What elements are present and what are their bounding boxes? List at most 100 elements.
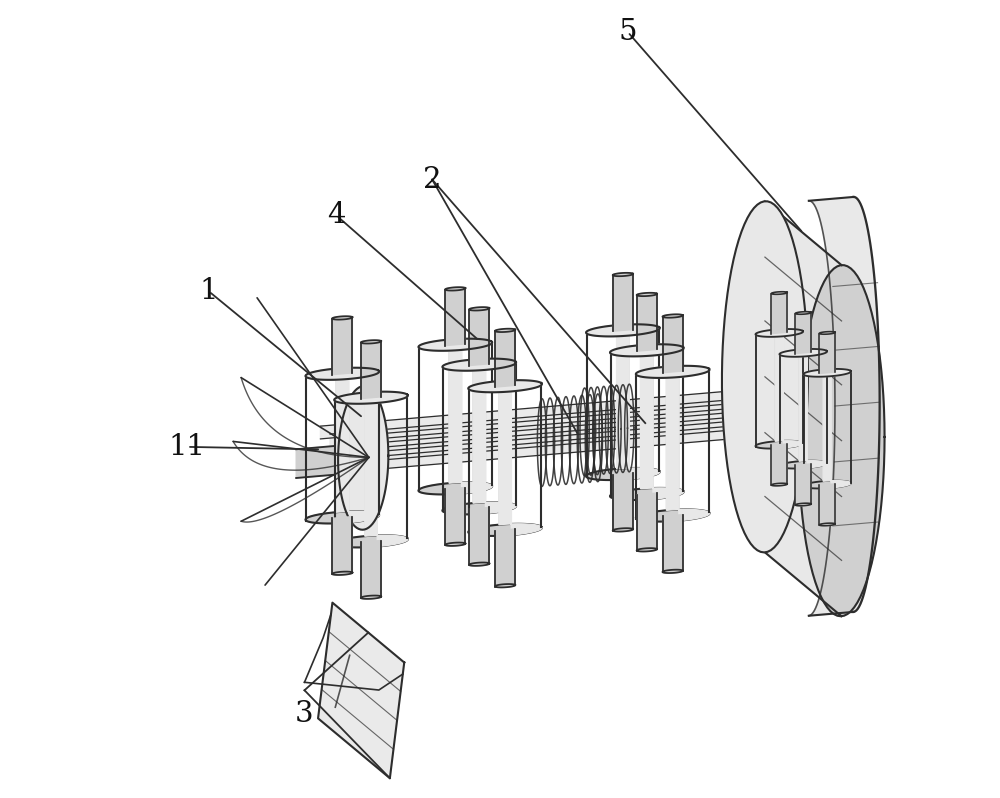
Polygon shape [779, 350, 807, 468]
Polygon shape [637, 548, 657, 551]
Polygon shape [799, 349, 827, 468]
Polygon shape [495, 584, 515, 587]
Polygon shape [305, 368, 379, 380]
Polygon shape [442, 358, 516, 371]
Polygon shape [637, 293, 657, 296]
Polygon shape [473, 358, 516, 514]
Polygon shape [795, 312, 811, 314]
Polygon shape [334, 535, 408, 547]
Polygon shape [361, 595, 381, 598]
Polygon shape [613, 274, 633, 331]
Polygon shape [332, 317, 352, 374]
Polygon shape [336, 368, 379, 523]
Polygon shape [755, 330, 783, 448]
Polygon shape [332, 516, 352, 574]
Polygon shape [469, 308, 489, 365]
Polygon shape [795, 504, 811, 506]
Polygon shape [305, 369, 349, 523]
Polygon shape [819, 484, 835, 525]
Polygon shape [610, 488, 684, 500]
Polygon shape [334, 393, 377, 547]
Polygon shape [613, 473, 633, 531]
Polygon shape [469, 307, 489, 310]
Polygon shape [636, 367, 679, 522]
Polygon shape [449, 338, 492, 493]
Polygon shape [332, 571, 353, 575]
Polygon shape [803, 369, 851, 377]
Polygon shape [338, 386, 388, 530]
Polygon shape [613, 273, 633, 276]
Polygon shape [610, 346, 653, 500]
Text: 4: 4 [327, 201, 346, 230]
Polygon shape [586, 324, 660, 337]
Polygon shape [663, 315, 683, 373]
Text: 2: 2 [423, 165, 441, 194]
Polygon shape [468, 380, 542, 393]
Polygon shape [637, 294, 657, 351]
Polygon shape [469, 508, 489, 565]
Polygon shape [803, 369, 831, 488]
Polygon shape [495, 330, 515, 387]
Polygon shape [662, 570, 683, 573]
Polygon shape [495, 329, 515, 332]
Polygon shape [361, 341, 381, 398]
Polygon shape [586, 326, 629, 480]
Polygon shape [765, 201, 842, 616]
Polygon shape [418, 338, 492, 351]
Polygon shape [445, 287, 466, 290]
Polygon shape [361, 340, 381, 343]
Polygon shape [334, 392, 408, 404]
Polygon shape [320, 385, 806, 439]
Polygon shape [823, 369, 851, 488]
Polygon shape [349, 409, 835, 463]
Polygon shape [722, 201, 808, 552]
Polygon shape [779, 460, 827, 468]
Polygon shape [756, 440, 803, 448]
Polygon shape [662, 314, 683, 318]
Text: 11: 11 [169, 433, 206, 461]
Polygon shape [819, 332, 835, 334]
Polygon shape [318, 602, 404, 778]
Polygon shape [445, 288, 465, 346]
Polygon shape [468, 381, 511, 536]
Polygon shape [779, 349, 827, 357]
Polygon shape [340, 401, 826, 455]
Polygon shape [359, 417, 845, 471]
Polygon shape [803, 480, 851, 488]
Polygon shape [795, 312, 811, 354]
Polygon shape [445, 543, 466, 546]
Polygon shape [418, 482, 492, 495]
Polygon shape [365, 392, 408, 547]
Polygon shape [819, 523, 835, 526]
Polygon shape [495, 529, 515, 587]
Polygon shape [610, 344, 684, 357]
Polygon shape [332, 316, 353, 319]
Polygon shape [330, 393, 816, 447]
Polygon shape [445, 488, 465, 545]
Polygon shape [799, 265, 885, 616]
Polygon shape [469, 563, 489, 566]
Polygon shape [442, 359, 485, 515]
Polygon shape [636, 509, 710, 522]
Polygon shape [771, 292, 787, 294]
Polygon shape [617, 324, 660, 479]
Polygon shape [361, 540, 381, 598]
Polygon shape [756, 329, 803, 337]
Polygon shape [586, 468, 660, 480]
Polygon shape [795, 464, 811, 505]
Polygon shape [771, 484, 787, 486]
Polygon shape [613, 528, 633, 531]
Polygon shape [468, 523, 542, 536]
Text: 3: 3 [295, 700, 314, 729]
Polygon shape [636, 365, 710, 378]
Polygon shape [771, 444, 787, 485]
Polygon shape [666, 365, 710, 521]
Polygon shape [775, 329, 803, 448]
Polygon shape [442, 502, 516, 515]
Polygon shape [296, 444, 352, 478]
Text: 5: 5 [618, 18, 637, 46]
Polygon shape [305, 512, 379, 523]
Polygon shape [499, 380, 542, 535]
Polygon shape [637, 493, 657, 551]
Polygon shape [418, 340, 462, 495]
